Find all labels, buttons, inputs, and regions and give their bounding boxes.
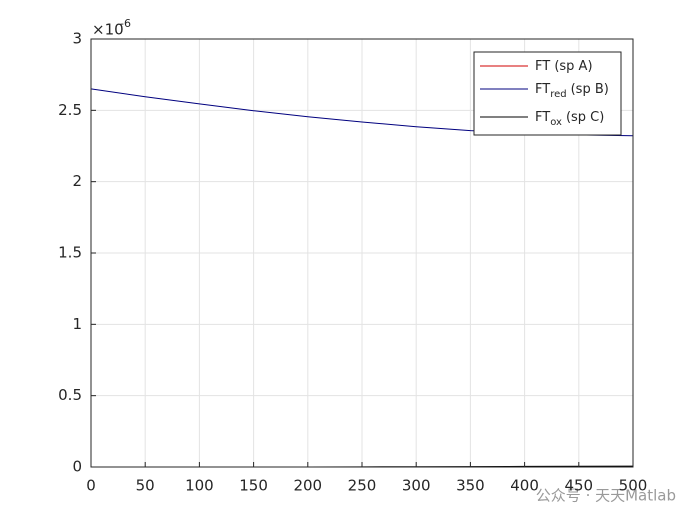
x-tick-label: 50: [136, 477, 155, 495]
x-tick-label: 150: [239, 477, 268, 495]
x-tick-label: 300: [402, 477, 431, 495]
legend-text: FT: [535, 110, 550, 125]
legend-text: (sp C): [566, 110, 604, 125]
legend: FT (sp A)FTred (sp B)FTox (sp C): [473, 51, 622, 136]
x-tick-label: 250: [348, 477, 377, 495]
legend-text: ox: [550, 117, 562, 128]
y-tick-label: 0.5: [58, 386, 82, 404]
legend-label: FT (sp A): [535, 59, 593, 74]
y-tick-label: 1.5: [58, 244, 82, 262]
y-tick-label: 0: [72, 458, 82, 476]
legend-label: FTred (sp B): [535, 82, 609, 101]
legend-label: FTox (sp C): [535, 110, 604, 129]
y-tick-label: 1: [72, 315, 82, 333]
y-tick-label: 2.5: [58, 101, 82, 119]
x-tick-label: 350: [456, 477, 485, 495]
watermark: 公众号 · 天天Matlab: [536, 487, 676, 505]
legend-text: (sp B): [571, 82, 609, 97]
y-tick-label: 2: [72, 172, 82, 190]
x-tick-label: 450: [564, 477, 593, 495]
exponent-base: ×10: [92, 21, 124, 39]
y-tick-label: 3: [72, 30, 82, 48]
x-tick-label: 400: [510, 477, 539, 495]
x-tick-label: 100: [185, 477, 214, 495]
exponent: -6: [120, 17, 131, 30]
legend-text: FT: [535, 82, 550, 97]
legend-text: red: [550, 89, 566, 100]
x-tick-label: 0: [86, 477, 96, 495]
x-tick-label: 200: [293, 477, 322, 495]
legend-text: FT (sp A): [535, 59, 593, 74]
x-tick-label: 500: [619, 477, 648, 495]
